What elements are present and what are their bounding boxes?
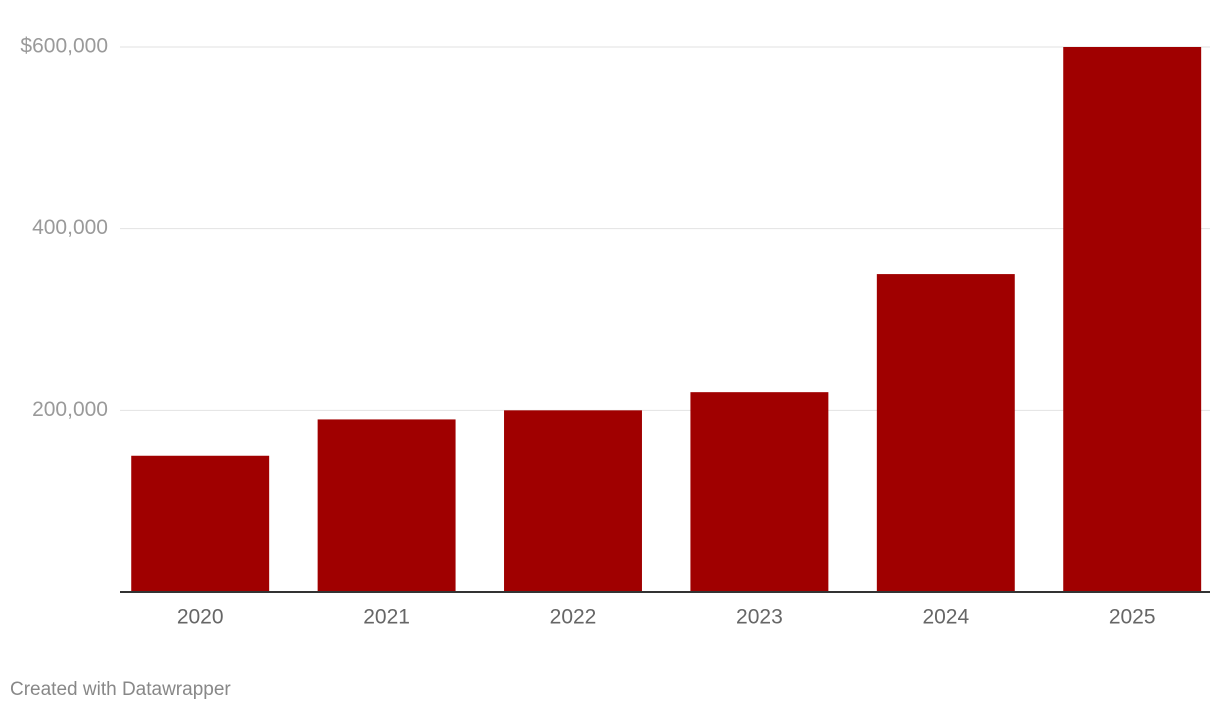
y-tick-label: 200,000: [32, 398, 108, 421]
x-tick-label: 2024: [922, 606, 969, 629]
x-tick-label: 2020: [177, 606, 224, 629]
bar: [504, 410, 642, 592]
credit: Created with Datawrapper: [10, 679, 231, 700]
bar: [690, 392, 829, 592]
bar: [1063, 47, 1202, 592]
bar: [876, 274, 1015, 592]
x-tick-label: 2022: [550, 606, 597, 629]
bar: [131, 455, 270, 592]
y-tick-label: $600,000: [20, 35, 108, 58]
y-tick-label: 400,000: [32, 216, 108, 239]
bar: [317, 419, 456, 592]
x-tick-label: 2025: [1109, 606, 1156, 629]
x-tick-label: 2021: [363, 606, 410, 629]
x-tick-label: 2023: [736, 606, 783, 629]
